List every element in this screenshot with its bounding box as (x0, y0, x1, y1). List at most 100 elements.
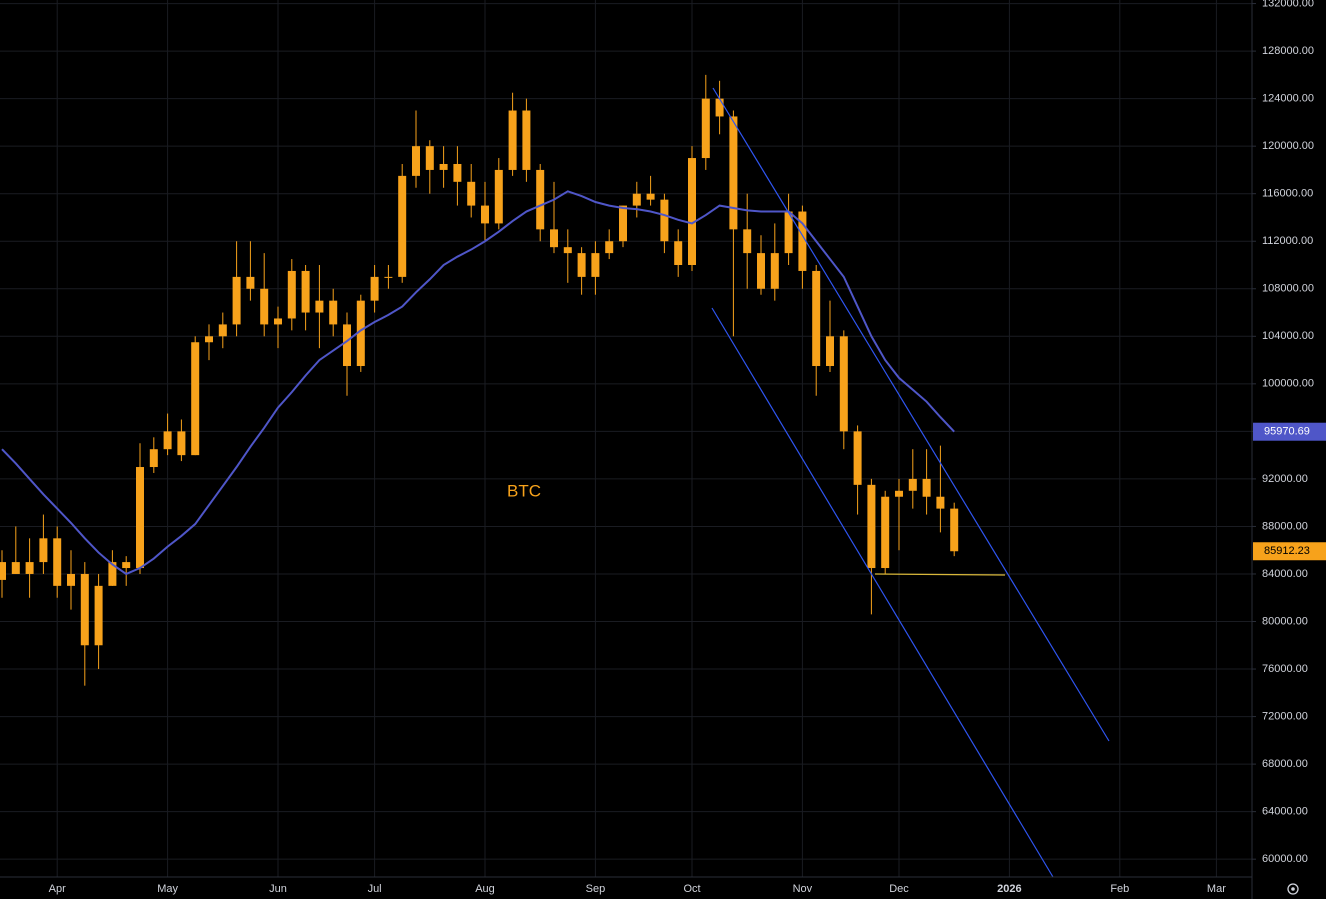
y-tick-label: 68000.00 (1262, 758, 1308, 770)
candle-body (80, 573, 89, 646)
y-tick-label: 124000.00 (1262, 93, 1314, 105)
candle-body (481, 205, 489, 224)
candle-body (439, 163, 448, 170)
x-tick-label: 2026 (997, 883, 1021, 895)
candle-body (398, 175, 407, 277)
candle-body (812, 270, 821, 367)
candle-body (619, 205, 627, 242)
candle-body (274, 318, 282, 325)
candle-body (522, 110, 531, 170)
candle-body (370, 276, 379, 301)
grid (0, 0, 1252, 877)
candle-body (701, 98, 710, 159)
x-tick-label: Oct (683, 883, 700, 895)
axes: 60000.00 64000.00 68000.00 72000.00 76000.00… (49, 0, 1326, 895)
candle-body (757, 253, 765, 289)
price-tag-label: 95970.69 (1264, 426, 1310, 438)
x-tick-label: Feb (1110, 883, 1129, 895)
candle-body (605, 241, 614, 254)
candle-body (743, 229, 752, 254)
candle-body (839, 336, 848, 432)
x-tick-label: Dec (889, 883, 909, 895)
candle-body (577, 253, 586, 277)
candle-body (908, 478, 917, 491)
candle-body (39, 538, 48, 563)
time-axis (0, 877, 1252, 899)
candle-body (922, 478, 931, 497)
x-tick-label: Aug (475, 883, 495, 895)
candle-body (826, 336, 834, 367)
y-tick-label: 72000.00 (1262, 710, 1308, 722)
candle-body (218, 324, 227, 337)
candle-body (770, 253, 779, 289)
candle-body (936, 496, 945, 509)
candle-body (384, 276, 393, 278)
candle-body (467, 181, 476, 206)
candle-body (881, 496, 890, 569)
y-tick-label: 108000.00 (1262, 283, 1314, 295)
price-tag (1253, 422, 1326, 441)
y-tick-label: 132000.00 (1262, 0, 1314, 9)
candle-body (149, 449, 158, 468)
candle-body (729, 116, 738, 230)
candle-body (550, 229, 558, 248)
candle-body (0, 562, 6, 580)
candle-body (853, 431, 862, 485)
y-tick-label: 120000.00 (1262, 140, 1314, 152)
x-tick-label: May (157, 883, 178, 895)
y-tick-label: 80000.00 (1262, 615, 1308, 627)
candle-body (315, 300, 324, 313)
candle-body (11, 562, 20, 574)
candle-body (191, 342, 200, 456)
candle-body (136, 467, 144, 569)
candle-body (867, 484, 876, 569)
y-tick-label: 116000.00 (1262, 188, 1313, 200)
moving-average (1, 190, 955, 576)
x-tick-label: Apr (49, 883, 66, 895)
settings-icon-dot (1291, 887, 1295, 891)
candle-body (301, 270, 310, 313)
candle-body (688, 158, 696, 266)
candle-body (356, 300, 365, 367)
candle-body (508, 110, 517, 170)
y-tick-label: 112000.00 (1262, 235, 1313, 247)
candle-body (260, 288, 269, 325)
candle-body (494, 169, 503, 224)
candle-body (563, 247, 572, 254)
x-tick-label: Nov (793, 883, 813, 895)
x-tick-label: Sep (586, 883, 606, 895)
plot (0, 74, 959, 686)
candle-body (412, 146, 420, 176)
y-tick-label: 128000.00 (1262, 45, 1314, 57)
candle-body (536, 169, 545, 230)
y-tick-label: 76000.00 (1262, 663, 1308, 675)
y-tick-label: 104000.00 (1262, 330, 1314, 342)
candle-body (94, 585, 103, 646)
x-tick-label: Mar (1207, 883, 1226, 895)
candle-body (25, 562, 34, 574)
channel-lower (711, 307, 1054, 878)
y-tick-label: 100000.00 (1262, 378, 1314, 390)
y-tick-label: 88000.00 (1262, 520, 1308, 532)
support-line (874, 573, 1006, 576)
x-tick-label: Jun (269, 883, 287, 895)
price-tag (1253, 542, 1326, 561)
candle-body (232, 276, 241, 325)
y-tick-label: 64000.00 (1262, 806, 1308, 818)
x-tick-label: Jul (368, 883, 382, 895)
candle-body (122, 562, 131, 569)
candle-body (53, 538, 62, 586)
candle-body (329, 300, 338, 325)
channel-upper (712, 87, 1110, 742)
candle-body (108, 562, 117, 586)
candle-body (715, 98, 724, 117)
candle-body (163, 431, 172, 450)
candle-body (632, 193, 641, 206)
candle-body (67, 573, 75, 586)
candle-body (798, 211, 807, 271)
candle-body (425, 146, 434, 170)
y-tick-label: 92000.00 (1262, 473, 1308, 485)
settings-icon[interactable] (1287, 883, 1299, 895)
